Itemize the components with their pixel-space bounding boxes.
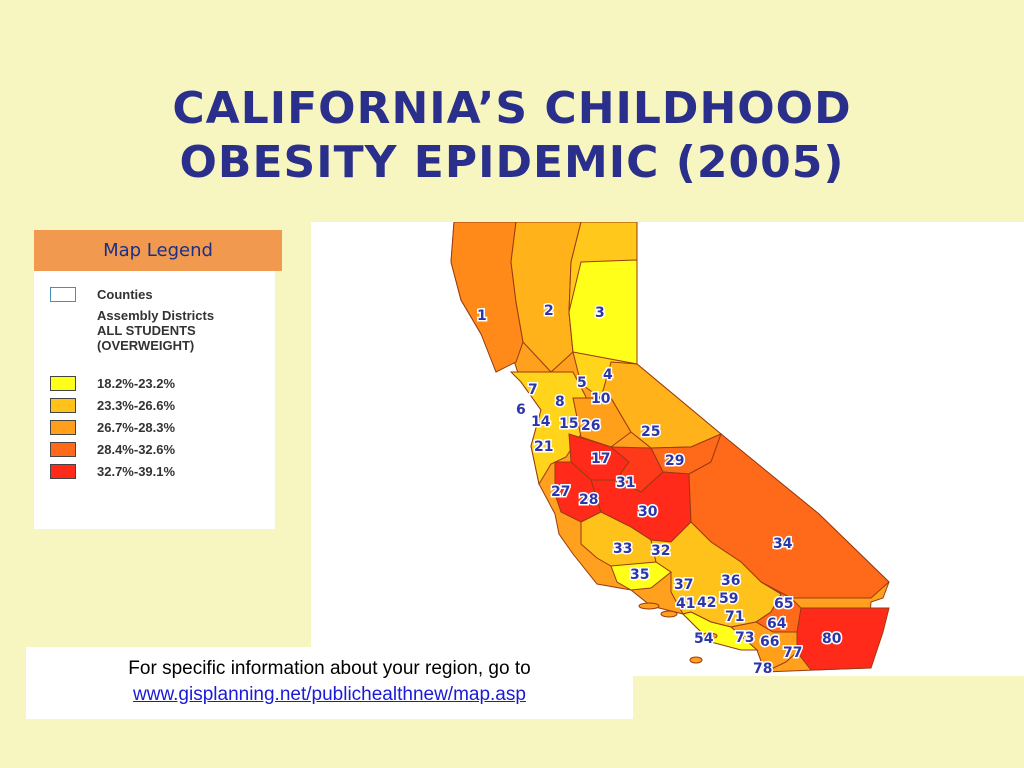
district-label-31: 31	[616, 475, 635, 491]
districts-line-3: (OVERWEIGHT)	[97, 338, 195, 353]
map-svg: 1 2 3 4 5 6 7 8 10 14 15 17 21 25 26 27 …	[450, 222, 890, 676]
district-label-42: 42	[697, 595, 716, 611]
district-label-27: 27	[551, 484, 570, 500]
district-label-10: 10	[591, 391, 611, 407]
range-label-4: 28.4%-32.6%	[97, 441, 176, 457]
map-legend-panel: Map Legend Counties Assembly Districts A…	[34, 230, 282, 529]
district-label-34: 34	[773, 536, 793, 552]
legend-header: Map Legend	[34, 230, 282, 271]
district-label-3: 3	[595, 305, 605, 321]
district-label-6: 6	[516, 402, 526, 418]
district-label-54: 54	[694, 631, 714, 647]
range-label-2: 23.3%-26.6%	[97, 397, 176, 413]
legend-row-counties: Counties	[50, 285, 153, 303]
districts-line-1: Assembly Districts	[97, 308, 215, 323]
range-swatch-5	[50, 463, 76, 479]
legend-row-range-5: 32.7%-39.1%	[50, 462, 175, 480]
district-label-80: 80	[822, 631, 842, 647]
district-label-64: 64	[767, 616, 787, 632]
channel-island-3	[700, 632, 718, 640]
districts-label: Assembly Districts ALL STUDENTS (OVERWEI…	[97, 308, 214, 353]
range-swatch-4	[50, 441, 76, 457]
district-label-32: 32	[651, 543, 670, 559]
region-info-text: For specific information about your regi…	[128, 658, 531, 679]
district-label-14: 14	[531, 414, 551, 430]
district-label-35: 35	[630, 567, 649, 583]
district-label-5: 5	[577, 375, 587, 391]
district-label-37: 37	[674, 577, 693, 593]
title-line-2: Obesity Epidemic (2005)	[179, 137, 845, 188]
channel-island-4	[689, 656, 703, 664]
range-label-5: 32.7%-39.1%	[97, 463, 176, 479]
range-swatch-2	[50, 397, 76, 413]
california-district-map: 1 2 3 4 5 6 7 8 10 14 15 17 21 25 26 27 …	[311, 222, 1024, 676]
district-label-78: 78	[753, 661, 772, 676]
district-label-1: 1	[477, 308, 487, 324]
title-line-1: California’s Childhood	[172, 83, 852, 134]
legend-row-range-4: 28.4%-32.6%	[50, 440, 175, 458]
district-label-77: 77	[783, 645, 802, 661]
district-label-8: 8	[555, 394, 565, 410]
district-label-66: 66	[760, 634, 779, 650]
district-label-59: 59	[719, 591, 738, 607]
counties-swatch	[50, 286, 76, 302]
district-label-71: 71	[725, 609, 744, 625]
district-label-41: 41	[676, 596, 695, 612]
district-label-36: 36	[721, 573, 740, 589]
district-label-2: 2	[544, 303, 554, 319]
bay-area	[509, 371, 587, 486]
district-label-28: 28	[579, 492, 598, 508]
channel-island-2	[660, 610, 678, 618]
counties-label: Counties	[97, 286, 153, 302]
district-la	[682, 611, 759, 651]
districts-line-2: ALL STUDENTS	[97, 323, 196, 338]
district-1	[450, 222, 524, 373]
range-label-1: 18.2%-23.2%	[97, 375, 176, 391]
range-swatch-3	[50, 419, 76, 435]
legend-row-range-3: 26.7%-28.3%	[50, 418, 175, 436]
channel-island-1	[638, 602, 660, 610]
legend-row-range-2: 23.3%-26.6%	[50, 396, 175, 414]
district-label-29: 29	[665, 453, 684, 469]
district-label-33: 33	[613, 541, 632, 557]
district-label-30: 30	[638, 504, 658, 520]
district-label-7: 7	[528, 382, 538, 398]
district-label-25: 25	[641, 424, 660, 440]
district-label-15: 15	[559, 416, 578, 432]
district-label-73: 73	[735, 630, 754, 646]
district-label-17: 17	[591, 451, 610, 467]
district-label-21: 21	[534, 439, 553, 455]
range-label-3: 26.7%-28.3%	[97, 419, 176, 435]
range-swatch-1	[50, 375, 76, 391]
region-map-link[interactable]: www.gisplanning.net/publichealthnew/map.…	[133, 684, 526, 705]
slide-title: California’s Childhood Obesity Epidemic …	[0, 82, 1024, 190]
district-label-65: 65	[774, 596, 793, 612]
region-info-box: For specific information about your regi…	[26, 647, 633, 719]
district-label-4: 4	[603, 367, 613, 383]
legend-row-range-1: 18.2%-23.2%	[50, 374, 175, 392]
district-66	[729, 621, 798, 673]
district-label-26: 26	[581, 418, 600, 434]
